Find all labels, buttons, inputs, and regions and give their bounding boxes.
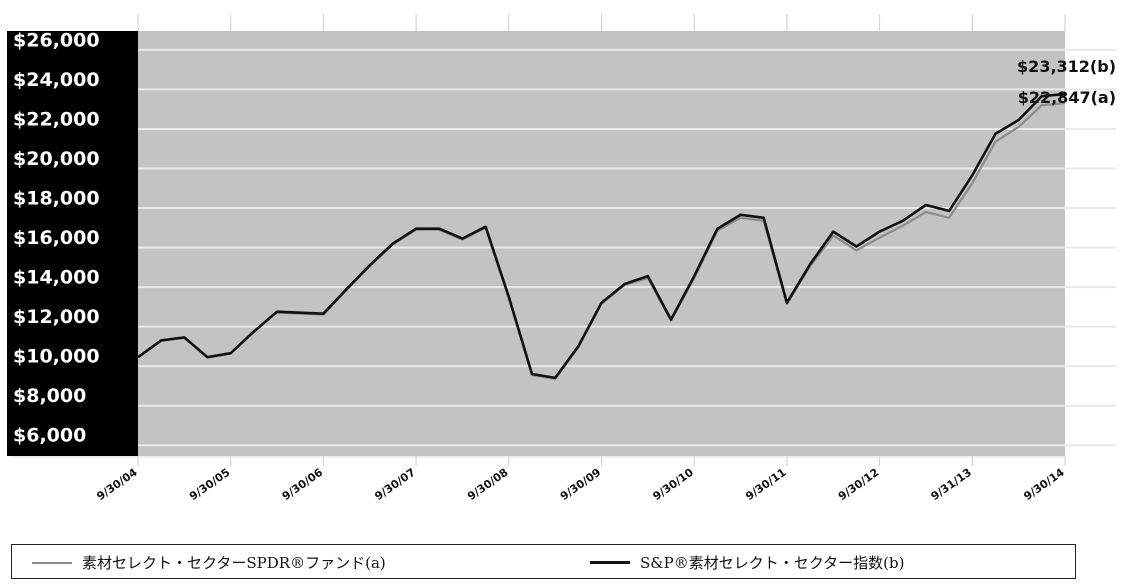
y-tick-label: $14,000 <box>13 267 100 289</box>
x-tick-label: 9/30/06 <box>280 466 326 503</box>
x-tick-label: 9/30/05 <box>187 466 232 503</box>
x-tick-label: 9/30/08 <box>465 466 510 503</box>
legend-label-index: S&P®素材セレクト・セクター指数(b) <box>640 554 905 572</box>
y-axis-label-panel <box>7 31 138 456</box>
y-tick-label: $12,000 <box>13 306 100 328</box>
y-tick-label: $8,000 <box>13 385 86 407</box>
x-tick-label: 9/30/07 <box>372 466 417 503</box>
index-series-line <box>137 92 1066 380</box>
legend-item-index: S&P®素材セレクト・セクター指数(b) <box>590 552 904 573</box>
chart-legend: 素材セレクト・セクターSPDR®ファンド(a) S&P®素材セレクト・セクター指… <box>11 544 1076 579</box>
y-tick-label: $6,000 <box>13 425 86 447</box>
legend-label-fund: 素材セレクト・セクターSPDR®ファンド(a) <box>82 554 386 572</box>
y-tick-label: $22,000 <box>13 108 100 130</box>
x-tick-label: 9/30/09 <box>558 466 603 503</box>
y-tick-label: $16,000 <box>13 227 100 249</box>
plot-area <box>138 31 1065 456</box>
legend-swatch-index <box>590 561 630 564</box>
line-chart: $26,000 $24,000 $22,000 $20,000 $18,000 $16,0… <box>7 14 1116 503</box>
y-tick-label: $24,000 <box>13 69 100 91</box>
x-tick-label: 9/30/04 <box>94 466 140 503</box>
y-tick-label: $26,000 <box>13 29 100 51</box>
x-tick-label: 9/30/14 <box>1021 466 1067 503</box>
x-tick-label: 9/30/11 <box>743 466 788 503</box>
legend-swatch-fund <box>32 561 72 564</box>
index-end-value-label: $23,312(b) <box>1017 57 1116 76</box>
y-tick-label: $10,000 <box>13 346 100 368</box>
legend-item-fund: 素材セレクト・セクターSPDR®ファンド(a) <box>32 552 386 573</box>
x-tick-label: 9/30/10 <box>651 466 697 503</box>
x-tick-label: 9/31/13 <box>929 466 974 503</box>
x-tick-label: 9/30/12 <box>836 466 881 503</box>
fund-end-value-label: $22,847(a) <box>1018 88 1116 107</box>
y-tick-label: $20,000 <box>13 148 100 170</box>
y-tick-label: $18,000 <box>13 188 100 210</box>
